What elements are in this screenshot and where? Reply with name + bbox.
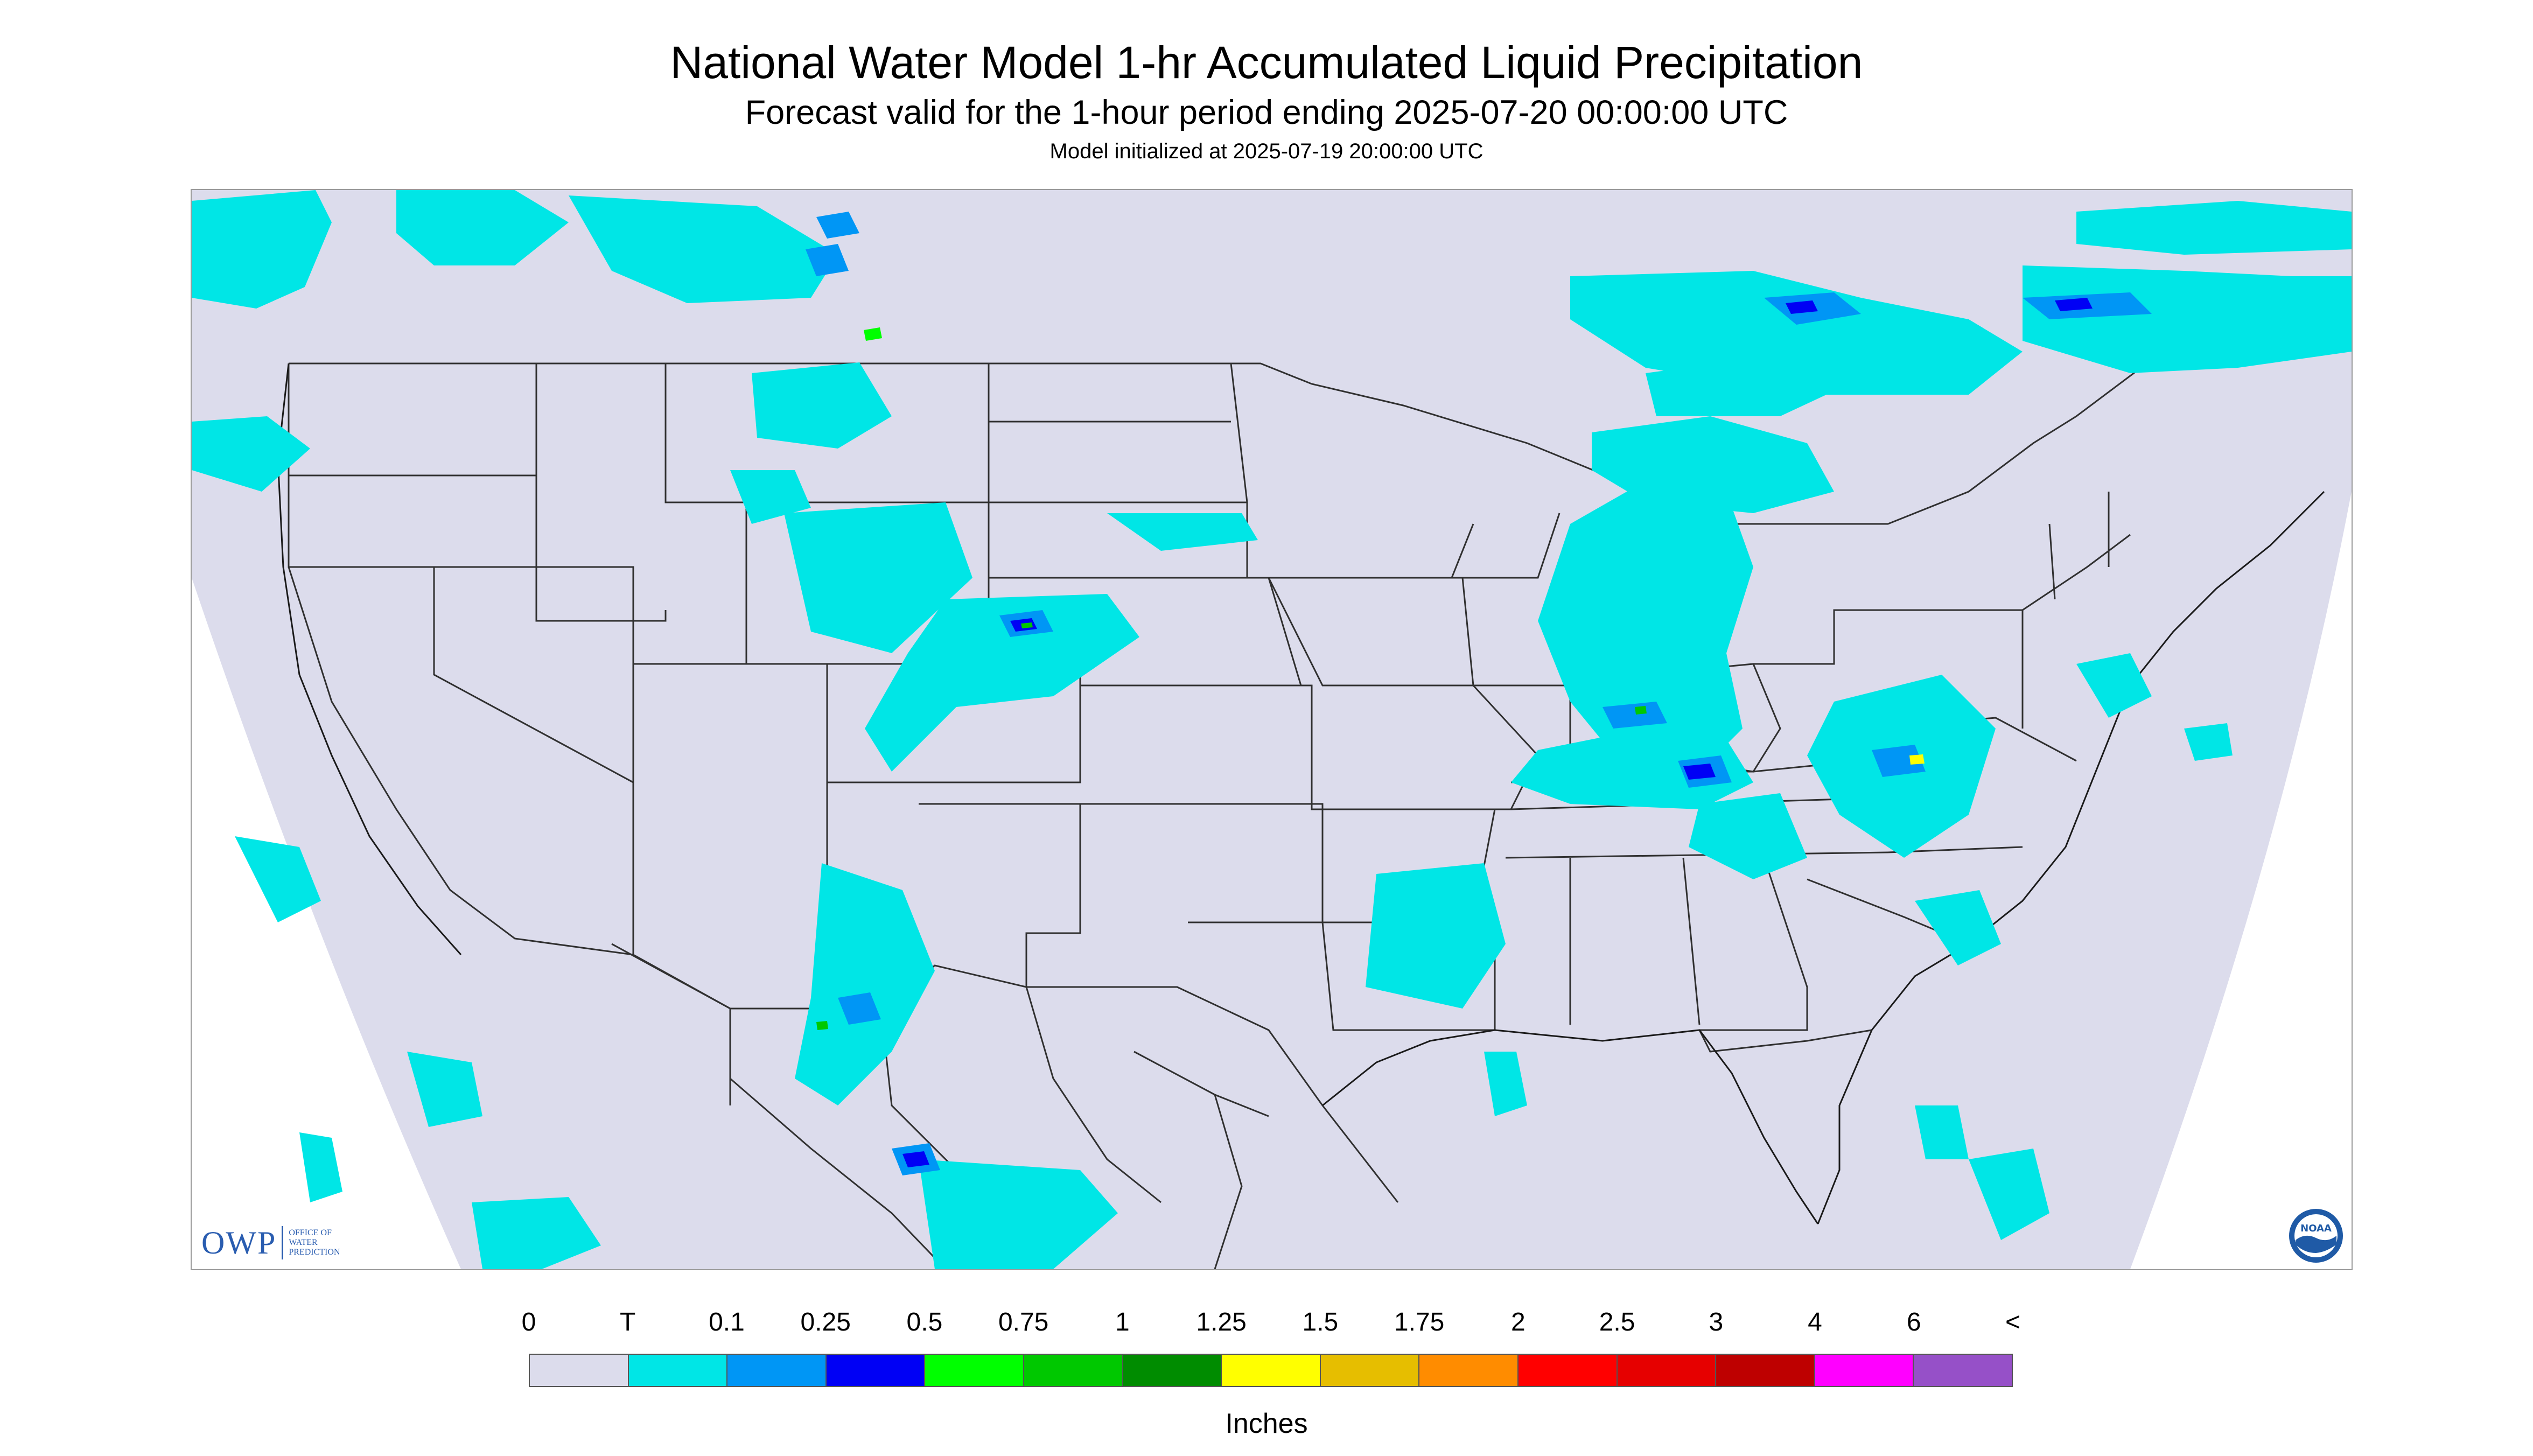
coastlines (277, 363, 2325, 1224)
map-title: National Water Model 1-hr Accumulated Li… (670, 37, 1863, 88)
legend-label: 6 (1906, 1308, 1921, 1336)
model-domain (192, 190, 2352, 1269)
legend-swatch (1123, 1355, 1222, 1386)
legend-label: 2 (1510, 1308, 1526, 1336)
owp-logo-subtext: OFFICE OF WATER PREDICTION (289, 1228, 340, 1257)
legend-label: 1.5 (1302, 1308, 1339, 1336)
precip-intense-cores (816, 327, 1925, 1030)
legend-swatch (826, 1355, 926, 1386)
precipitation-legend: 0 T 0.1 0.25 0.5 0.75 1 1.25 1.5 1.75 2 2.5 3 4 6 < (522, 1307, 2020, 1388)
legend-swatch (530, 1355, 629, 1386)
legend-label: < (2005, 1308, 2021, 1336)
owp-logo: OWP OFFICE OF WATER PREDICTION (201, 1224, 348, 1262)
legend-label: 0.1 (709, 1308, 745, 1336)
noaa-logo-text: NOAA (2300, 1223, 2332, 1234)
legend-units-label: Inches (1225, 1408, 1308, 1439)
legend-label: T (620, 1308, 636, 1336)
owp-logo-letters: OWP (201, 1224, 277, 1261)
legend-label: 0.25 (800, 1308, 851, 1336)
legend-label: 1 (1115, 1308, 1130, 1336)
precipitation-map: OWP OFFICE OF WATER PREDICTION NOAA (191, 189, 2353, 1270)
legend-label: 3 (1709, 1308, 1724, 1336)
legend-labels: 0 T 0.1 0.25 0.5 0.75 1 1.25 1.5 1.75 2 2.5 3 4 6 < (522, 1307, 2020, 1342)
legend-swatch (1617, 1355, 1717, 1386)
legend-swatch (1815, 1355, 1914, 1386)
legend-label: 0.5 (906, 1308, 943, 1336)
precip-trace-areas (192, 190, 2352, 1269)
legend-swatch (1914, 1355, 2012, 1386)
legend-swatch (925, 1355, 1024, 1386)
forecast-valid-subtitle: Forecast valid for the 1-hour period end… (745, 94, 1788, 131)
noaa-logo: NOAA (2289, 1209, 2343, 1263)
legend-label: 0 (521, 1308, 536, 1336)
legend-label: 4 (1808, 1308, 1822, 1336)
legend-color-bar (529, 1354, 2013, 1387)
legend-label: 1.25 (1196, 1308, 1247, 1336)
legend-swatch (1419, 1355, 1519, 1386)
legend-label: 1.75 (1394, 1308, 1445, 1336)
legend-label: 2.5 (1599, 1308, 1635, 1336)
legend-swatch (1024, 1355, 1123, 1386)
legend-swatch (1716, 1355, 1815, 1386)
legend-swatch (727, 1355, 827, 1386)
legend-swatch (1222, 1355, 1321, 1386)
legend-swatch (628, 1355, 728, 1386)
legend-label: 0.75 (998, 1308, 1049, 1336)
precip-heavy-areas (902, 298, 2093, 1167)
legend-swatch (1320, 1355, 1420, 1386)
legend-swatch (1518, 1355, 1618, 1386)
owp-logo-divider (282, 1226, 284, 1259)
model-init-text: Model initialized at 2025-07-19 20:00:00… (1049, 139, 1484, 163)
